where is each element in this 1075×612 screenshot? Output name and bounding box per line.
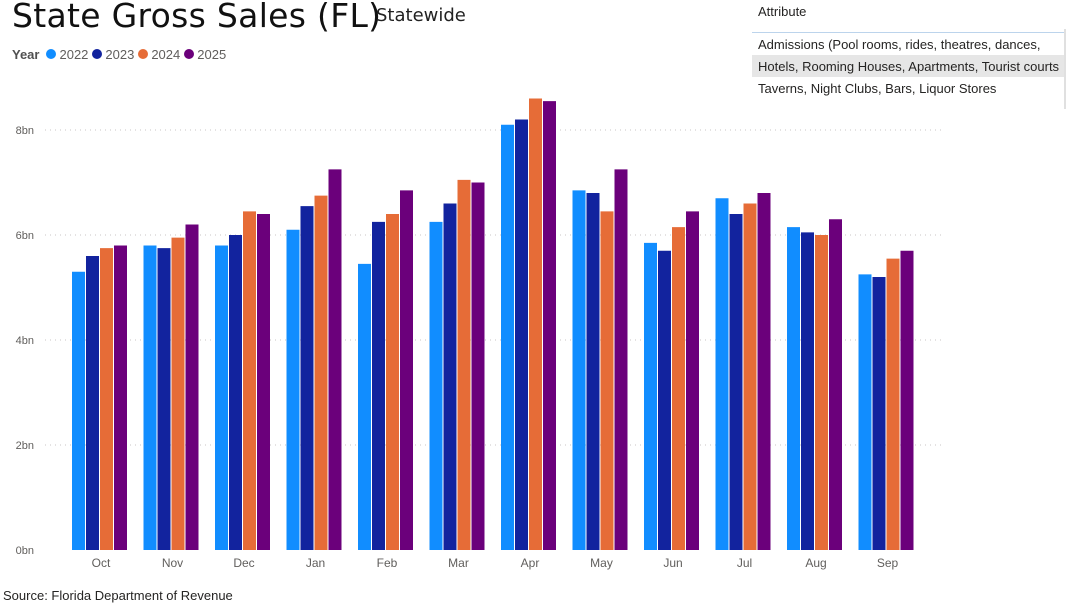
legend-label-2024: 2024 [151,46,181,62]
bar-may-2024[interactable] [600,211,614,550]
x-tick-label: Jun [663,556,682,570]
bar-feb-2025[interactable] [400,190,413,550]
x-tick-label: Jan [306,556,325,570]
legend-label-2022: 2022 [59,46,89,62]
bar-oct-2025[interactable] [114,245,127,551]
bar-apr-2025[interactable] [543,101,556,550]
chart-subtitle: Statewide [376,5,466,26]
bar-aug-2024[interactable] [815,235,828,550]
x-tick-label: Feb [377,556,398,570]
legend-dot-2024 [138,49,149,59]
bar-mar-2023[interactable] [443,203,457,551]
bar-apr-2022[interactable] [501,124,514,550]
bar-oct-2023[interactable] [86,256,99,550]
attribute-slicer: Attribute Admissions (Pool rooms, rides,… [752,0,1066,110]
slicer-item-hotels[interactable]: Hotels, Rooming Houses, Apartments, Tour… [752,55,1066,77]
x-tick-label: Oct [92,556,111,570]
bar-jan-2024[interactable] [314,195,328,550]
bar-sep-2023[interactable] [872,277,886,550]
bar-may-2022[interactable] [572,190,586,550]
legend-item-2025[interactable]: 2025 [184,47,226,62]
bar-feb-2022[interactable] [358,263,371,550]
bar-dec-2025[interactable] [257,214,270,550]
bar-jun-2025[interactable] [686,211,699,550]
chart-title: State Gross Sales (FL) [12,0,382,35]
x-tick-label: Aug [805,556,826,570]
legend-item-2023[interactable]: 2023 [92,47,134,62]
bar-may-2023[interactable] [586,193,600,550]
slicer-scrollbar[interactable] [1064,29,1066,109]
y-tick-label: 2bn [16,440,34,452]
bar-oct-2024[interactable] [100,248,113,550]
bar-nov-2024[interactable] [171,237,185,550]
bar-jan-2023[interactable] [300,206,314,550]
legend-item-2022[interactable]: 2022 [46,47,88,62]
x-tick-label: Sep [877,556,899,570]
bar-mar-2022[interactable] [429,221,443,550]
legend-title: Year [12,46,40,62]
legend-item-2024[interactable]: 2024 [138,47,180,62]
bar-feb-2023[interactable] [372,221,385,550]
bar-sep-2022[interactable] [858,274,872,550]
x-tick-label: Jul [737,556,752,570]
bar-dec-2022[interactable] [215,245,228,551]
x-tick-label: Nov [162,556,183,570]
bar-aug-2022[interactable] [787,227,800,550]
bar-oct-2022[interactable] [72,271,85,550]
y-tick-label: 6bn [16,230,34,242]
bar-feb-2024[interactable] [386,214,399,550]
bar-aug-2025[interactable] [829,219,842,550]
bar-mar-2025[interactable] [471,182,485,551]
bar-sep-2024[interactable] [886,258,900,550]
bar-dec-2023[interactable] [229,235,242,550]
bar-nov-2022[interactable] [143,245,157,551]
bar-jun-2022[interactable] [644,242,657,550]
bar-may-2025[interactable] [614,169,628,550]
bar-jan-2025[interactable] [328,169,342,550]
bar-jul-2025[interactable] [757,193,771,550]
y-tick-label: 4bn [16,335,34,347]
bar-jul-2024[interactable] [743,203,757,551]
bar-nov-2025[interactable] [185,224,199,551]
bar-jan-2022[interactable] [286,229,300,550]
legend: Year 2022 2023 2024 2025 [12,46,230,62]
legend-dot-2023 [92,49,103,59]
bar-aug-2023[interactable] [801,232,814,550]
legend-dot-2022 [46,49,57,59]
slicer-header: Attribute [758,4,807,19]
bar-jun-2023[interactable] [658,250,671,550]
x-tick-label: May [590,556,613,570]
slicer-item-taverns[interactable]: Taverns, Night Clubs, Bars, Liquor Store… [758,81,997,96]
y-tick-label: 8bn [16,125,34,137]
source-note: Source: Florida Department of Revenue [3,588,233,603]
bar-nov-2023[interactable] [157,248,171,550]
slicer-item-admissions[interactable]: Admissions (Pool rooms, rides, theatres,… [758,37,1041,52]
slicer-list[interactable]: Admissions (Pool rooms, rides, theatres,… [752,32,1066,114]
bar-sep-2025[interactable] [900,250,914,550]
bar-jul-2023[interactable] [729,214,743,550]
y-tick-label: 0bn [16,545,34,557]
bar-apr-2023[interactable] [515,119,528,551]
x-tick-label: Mar [448,556,469,570]
x-tick-label: Dec [233,556,254,570]
bar-apr-2024[interactable] [529,98,542,551]
bar-jun-2024[interactable] [672,227,685,550]
bar-mar-2024[interactable] [457,179,471,550]
legend-dot-2025 [184,49,195,59]
bar-dec-2024[interactable] [243,211,256,550]
legend-label-2025: 2025 [197,46,227,62]
bar-jul-2022[interactable] [715,198,729,550]
legend-label-2023: 2023 [105,46,135,62]
x-tick-label: Apr [521,556,540,570]
